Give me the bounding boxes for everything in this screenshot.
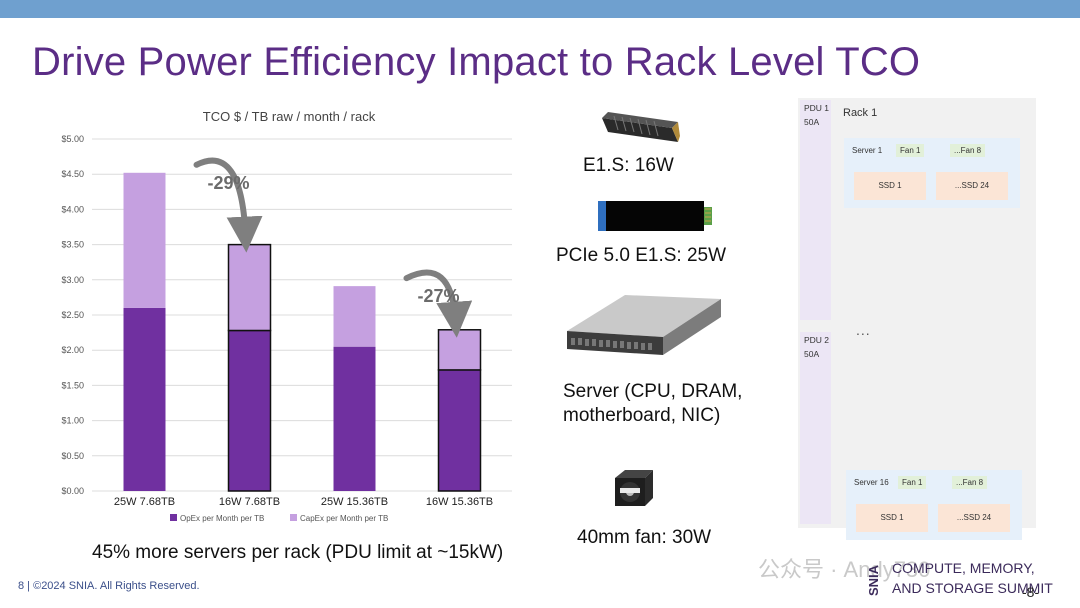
bar-capex [227,243,272,332]
reduction-label: -27% [417,286,459,306]
pdu-2-rating: 50A [804,349,820,359]
pdu-1: PDU 1 50A [800,100,831,320]
slide-footer: 8 | ©2024 SNIA. All Rights Reserved. [18,580,200,592]
e1s-drive-icon [602,112,680,142]
legend-label: OpEx per Month per TB [180,514,264,523]
server-16-fan-first: Fan 1 [898,476,927,489]
server-chassis-icon [567,295,721,355]
server-1-ssd-last-label: ...SSD 24 [954,181,990,190]
bar-opex [227,329,272,492]
server-16-ssd-first: SSD 1 [856,504,928,532]
y-tick-label: $4.00 [61,204,84,214]
y-tick-label: $4.50 [61,169,84,179]
y-tick-label: $1.50 [61,380,84,390]
y-tick-label: $3.50 [61,240,84,250]
watermark: 公众号 · Andy730 [758,557,931,582]
reduction-arrow [193,157,263,253]
e1s-label: E1.S: 16W [583,155,674,176]
fan-icon [615,470,653,506]
pdu-1-name: PDU 1 [804,103,830,113]
fan-label: 40mm fan: 30W [577,527,712,548]
legend-swatch [290,514,297,521]
server-1-ssd-first-label: SSD 1 [878,181,902,190]
bar-opex [123,307,166,491]
x-tick-label: 25W 7.68TB [114,496,175,508]
pdu-1-rating: 50A [804,117,820,127]
server-16-fan-last: ...Fan 8 [952,476,988,489]
reduction-label: -29% [207,173,249,193]
chart-title: TCO $ / TB raw / month / rack [203,109,376,124]
top-accent-bar [0,0,1080,18]
pdu-2-name: PDU 2 [804,335,830,345]
event-name: COMPUTE, MEMORY, AND STORAGE SUMMIT [892,558,1053,598]
rack-label: Rack 1 [843,107,878,119]
server-1-fan-last: ...Fan 8 [950,144,986,157]
event-line-1: COMPUTE, MEMORY, [892,560,1035,576]
y-tick-label: $2.00 [61,345,84,355]
bar-capex [123,172,166,308]
server-1-fan-first: Fan 1 [896,144,925,157]
bar-opex [437,369,482,492]
y-tick-label: $5.00 [61,134,84,144]
y-tick-label: $0.00 [61,486,84,496]
x-tick-label: 16W 7.68TB [219,496,280,508]
server-1-ssd-first: SSD 1 [854,172,926,200]
server-1-label: Server 1 [852,146,883,155]
event-line-2: AND STORAGE SUMMIT [892,580,1053,596]
page-number: -8- [1022,584,1040,600]
server-16-ssd-first-label: SSD 1 [880,513,904,522]
server-1-ssd-last: ...SSD 24 [936,172,1008,200]
tco-chart: TCO $ / TB raw / month / rack $0.00 $0.50 $… [61,109,512,523]
server-16-ssd-last-label: ...SSD 24 [956,513,992,522]
y-tick-label: $0.50 [61,451,84,461]
legend-swatch [170,514,177,521]
server-label-line1: Server (CPU, DRAM, [563,381,743,402]
slide-title: Drive Power Efficiency Impact to Rack Le… [32,40,921,84]
server-label-line2: motherboard, NIC) [563,405,721,426]
y-tick-label: $1.00 [61,416,84,426]
slide-caption: 45% more servers per rack (PDU limit at … [92,542,504,563]
y-tick-label: $3.00 [61,275,84,285]
legend-label: CapEx per Month per TB [300,514,388,523]
x-tick-label: 16W 15.36TB [426,496,493,508]
rack-ellipsis: ... [856,322,871,338]
pcie-label: PCIe 5.0 E1.S: 25W [556,245,727,266]
bar-capex [333,286,376,347]
bar-opex [333,346,376,491]
snia-logo: SNIA [866,564,881,596]
reduction-arrow [403,269,473,338]
bar-capex [437,329,482,371]
x-tick-label: 25W 15.36TB [321,496,388,508]
server-16-label: Server 16 [854,478,889,487]
pcie-drive-icon [598,201,712,231]
pdu-2: PDU 2 50A [800,332,831,524]
server-16-ssd-last: ...SSD 24 [938,504,1010,532]
y-tick-label: $2.50 [61,310,84,320]
